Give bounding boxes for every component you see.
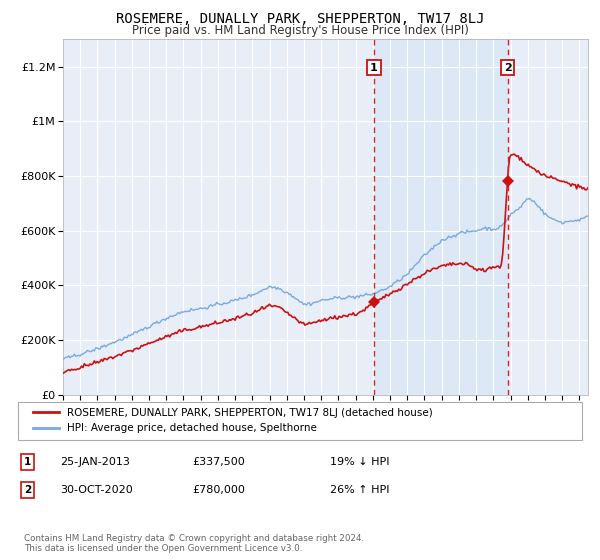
Text: 25-JAN-2013: 25-JAN-2013 bbox=[60, 457, 130, 467]
Text: ROSEMERE, DUNALLY PARK, SHEPPERTON, TW17 8LJ: ROSEMERE, DUNALLY PARK, SHEPPERTON, TW17… bbox=[116, 12, 484, 26]
Text: 1: 1 bbox=[370, 63, 378, 73]
Text: Price paid vs. HM Land Registry's House Price Index (HPI): Price paid vs. HM Land Registry's House … bbox=[131, 24, 469, 37]
Text: 1: 1 bbox=[24, 457, 31, 467]
Text: 26% ↑ HPI: 26% ↑ HPI bbox=[330, 485, 389, 495]
Text: £337,500: £337,500 bbox=[192, 457, 245, 467]
Text: £780,000: £780,000 bbox=[192, 485, 245, 495]
Text: Contains HM Land Registry data © Crown copyright and database right 2024.
This d: Contains HM Land Registry data © Crown c… bbox=[24, 534, 364, 553]
Legend: ROSEMERE, DUNALLY PARK, SHEPPERTON, TW17 8LJ (detached house), HPI: Average pric: ROSEMERE, DUNALLY PARK, SHEPPERTON, TW17… bbox=[29, 404, 437, 437]
Text: 2: 2 bbox=[24, 485, 31, 495]
Text: 30-OCT-2020: 30-OCT-2020 bbox=[60, 485, 133, 495]
FancyBboxPatch shape bbox=[18, 402, 582, 440]
Text: 2: 2 bbox=[504, 63, 511, 73]
Bar bbox=[374, 39, 508, 395]
Text: 19% ↓ HPI: 19% ↓ HPI bbox=[330, 457, 389, 467]
